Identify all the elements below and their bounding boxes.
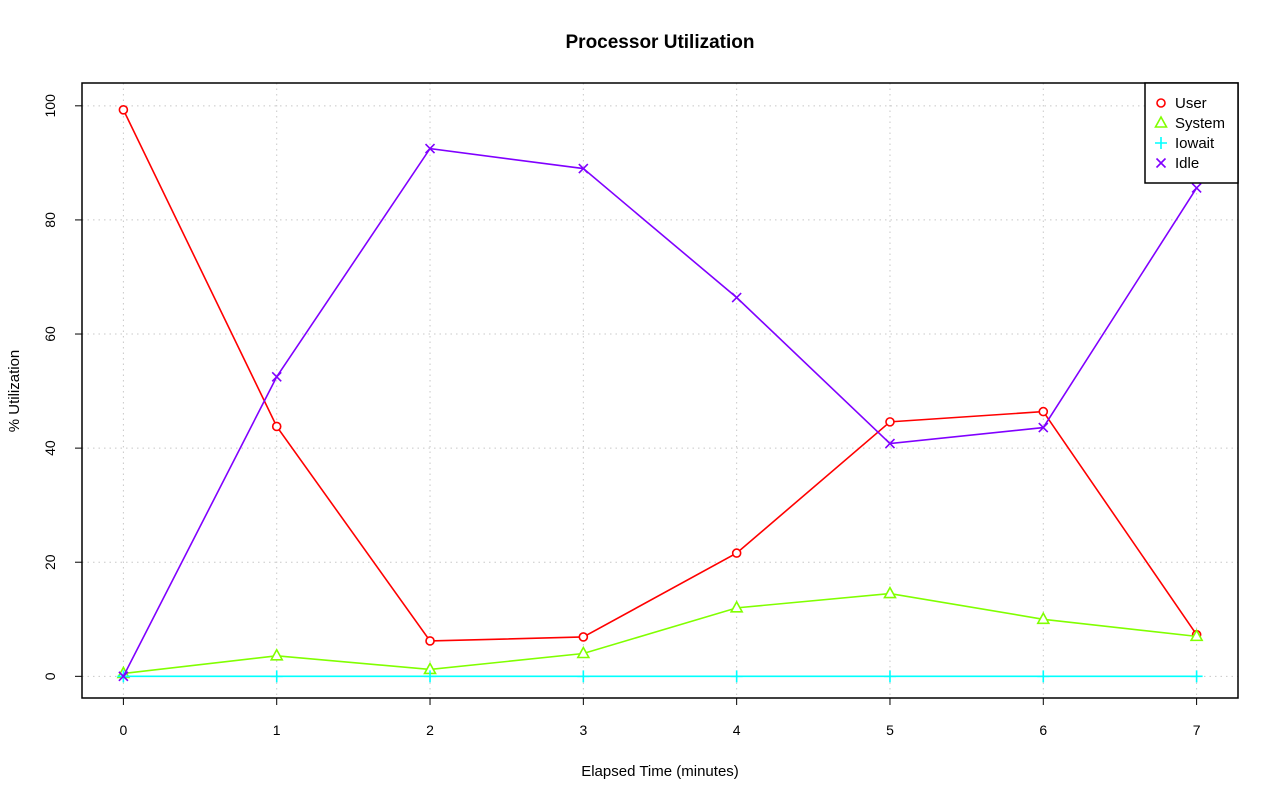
y-tick-label: 20 <box>42 554 58 570</box>
series-user <box>118 105 1202 646</box>
grid <box>82 83 1238 698</box>
series-system <box>116 585 1204 679</box>
x-tick-label: 7 <box>1193 722 1201 738</box>
legend-marker-system <box>1154 115 1168 128</box>
y-tick-label: 80 <box>42 212 58 228</box>
data-point-iowait <box>270 670 283 683</box>
data-point-user <box>578 632 589 642</box>
data-point-iowait <box>1190 670 1203 683</box>
x-tick-label: 0 <box>119 722 127 738</box>
x-tick-label: 1 <box>273 722 281 738</box>
legend-marker-user <box>1156 98 1166 108</box>
legend-label-idle: Idle <box>1175 155 1199 172</box>
data-point-user <box>425 636 435 646</box>
legend: User System Iowait Idle <box>1144 82 1239 184</box>
data-point-system <box>1036 611 1051 625</box>
data-point-idle <box>731 292 742 303</box>
legend-marker-idle <box>1155 157 1167 169</box>
data-point-idle <box>884 438 896 449</box>
series-line-system <box>123 592 1197 675</box>
data-point-user <box>731 548 742 558</box>
legend-label-iowait: Iowait <box>1175 135 1215 152</box>
data-point-iowait <box>424 670 437 683</box>
data-point-system <box>883 585 897 599</box>
y-axis-label: % Utilization <box>6 350 23 433</box>
x-axis-label: Elapsed Time (minutes) <box>581 763 739 780</box>
data-point-idle <box>1191 182 1202 194</box>
data-point-iowait <box>730 670 743 683</box>
data-point-user <box>1038 406 1049 417</box>
data-point-iowait <box>1037 670 1050 683</box>
x-tick-label: 3 <box>579 722 587 738</box>
y-tick-label: 0 <box>42 672 58 680</box>
data-point-system <box>269 648 284 661</box>
data-point-idle <box>271 371 282 382</box>
y-tick-label: 100 <box>42 94 58 118</box>
series-line-user <box>122 109 1198 642</box>
data-point-iowait <box>577 670 590 683</box>
data-point-system <box>576 645 591 659</box>
legend-marker-iowait <box>1155 137 1167 149</box>
series-layer <box>116 105 1204 683</box>
data-point-user <box>271 421 282 432</box>
series-iowait <box>117 670 1203 683</box>
x-tick-label: 5 <box>886 722 894 738</box>
y-tick-label: 60 <box>42 326 58 342</box>
data-point-system <box>729 600 744 613</box>
series-line-idle <box>122 147 1198 677</box>
y-tick-label: 40 <box>42 440 58 456</box>
legend-label-system: System <box>1175 115 1225 132</box>
data-point-user <box>118 105 129 115</box>
x-tick-label: 2 <box>426 722 434 738</box>
data-point-idle <box>424 143 436 154</box>
chart-title: Processor Utilization <box>566 32 755 53</box>
series-idle <box>118 143 1202 682</box>
x-tick-label: 6 <box>1039 722 1047 738</box>
x-tick-label: 4 <box>733 722 741 738</box>
data-point-user <box>885 417 895 427</box>
data-point-idle <box>118 671 129 682</box>
legend-label-user: User <box>1175 95 1207 112</box>
data-point-idle <box>1038 422 1049 433</box>
data-point-system <box>1189 628 1204 642</box>
data-point-iowait <box>883 670 896 683</box>
axes: 0 1 2 3 4 5 6 7 0 20 40 60 80 100 <box>42 94 1201 738</box>
data-point-idle <box>578 163 589 174</box>
